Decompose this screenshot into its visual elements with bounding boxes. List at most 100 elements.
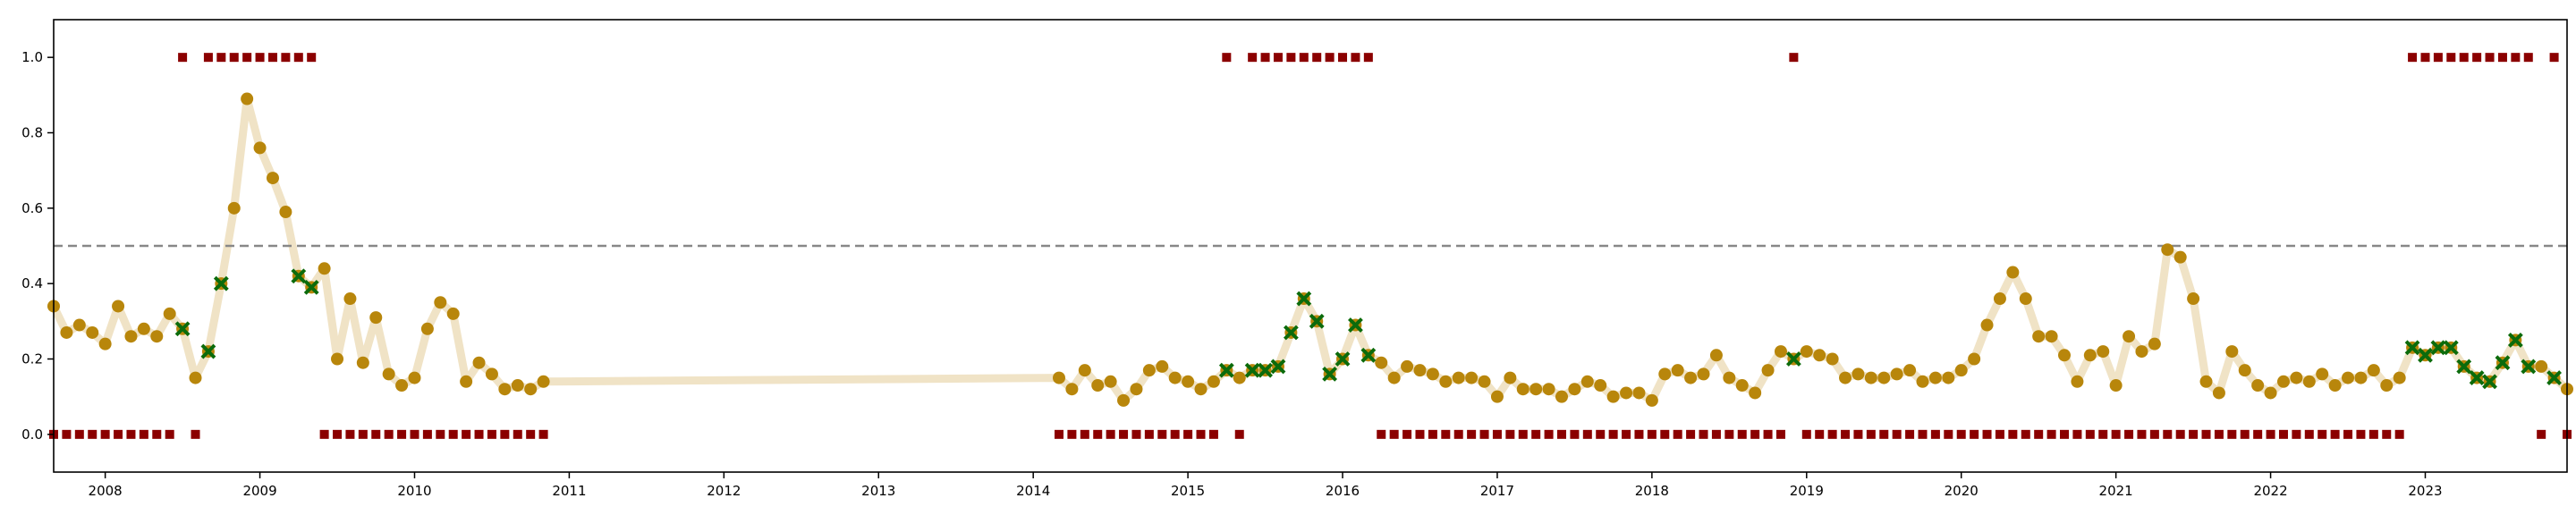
x-tick-label: 2013 xyxy=(861,483,895,499)
label-marker xyxy=(126,429,136,439)
label-marker xyxy=(1544,429,1554,439)
label-marker xyxy=(513,429,522,439)
label-marker xyxy=(1415,429,1425,439)
label-marker xyxy=(1248,53,1258,63)
data-point xyxy=(1749,386,1762,400)
data-point xyxy=(150,330,164,343)
label-marker xyxy=(1067,429,1077,439)
data-point xyxy=(1606,390,1620,403)
label-marker xyxy=(1518,429,1528,439)
label-marker xyxy=(1377,429,1386,439)
label-marker xyxy=(1080,429,1089,439)
flagged-marker-stroke xyxy=(200,343,216,359)
label-marker xyxy=(242,53,252,63)
data-point xyxy=(408,371,421,384)
flagged-marker xyxy=(2495,355,2511,371)
data-point xyxy=(241,92,254,106)
data-point xyxy=(1091,379,1105,393)
label-marker xyxy=(2343,429,2353,439)
x-tick-label: 2016 xyxy=(1326,483,1360,499)
data-point xyxy=(1117,393,1131,407)
flagged-marker xyxy=(2521,359,2537,375)
data-point xyxy=(1401,359,1414,373)
data-point xyxy=(2302,375,2316,388)
label-marker xyxy=(2137,429,2147,439)
flagged-markers-layer xyxy=(174,268,2563,390)
data-point xyxy=(318,262,331,275)
label-marker xyxy=(2227,429,2237,439)
label-marker xyxy=(1428,429,1437,439)
label-marker xyxy=(422,429,432,439)
data-point xyxy=(1530,383,1543,396)
label-marker xyxy=(1441,429,1451,439)
data-point xyxy=(1864,371,1877,384)
flagged-marker xyxy=(2404,340,2420,356)
data-point xyxy=(1156,359,1169,373)
flagged-marker xyxy=(1296,291,1312,307)
data-point xyxy=(266,172,279,185)
data-point xyxy=(2251,379,2265,393)
flagged-marker-stroke xyxy=(2546,370,2563,385)
flagged-marker-stroke xyxy=(1348,317,1363,333)
data-point xyxy=(2019,292,2032,306)
label-marker xyxy=(2537,429,2546,439)
flagged-marker xyxy=(1360,347,1377,363)
label-marker xyxy=(88,429,97,439)
x-tick-label: 2019 xyxy=(1790,483,1824,499)
label-marker xyxy=(1686,429,1696,439)
label-marker xyxy=(1157,429,1167,439)
data-point xyxy=(112,300,125,313)
data-point xyxy=(1684,371,1698,384)
x-tick-label: 2018 xyxy=(1635,483,1669,499)
label-marker xyxy=(165,429,174,439)
data-point xyxy=(1903,364,1917,377)
label-marker xyxy=(1622,429,1631,439)
label-marker xyxy=(2189,429,2199,439)
data-point xyxy=(1632,386,1646,400)
label-marker xyxy=(2240,429,2250,439)
label-marker xyxy=(74,429,84,439)
label-marker xyxy=(1970,429,1979,439)
label-marker xyxy=(229,53,239,63)
data-point xyxy=(1839,371,1852,384)
label-marker xyxy=(1467,429,1477,439)
flagged-marker xyxy=(1348,317,1363,333)
label-marker xyxy=(2060,429,2069,439)
label-marker xyxy=(2368,429,2378,439)
label-marker xyxy=(2304,429,2314,439)
label-marker xyxy=(1389,429,1399,439)
data-point xyxy=(2367,364,2380,377)
flagged-marker xyxy=(2546,370,2563,385)
flagged-marker xyxy=(174,321,191,337)
flagged-marker-stroke xyxy=(1360,347,1377,363)
label-marker xyxy=(526,429,536,439)
data-point xyxy=(1671,364,1684,377)
label-marker xyxy=(436,429,445,439)
label-markers-layer xyxy=(49,53,2572,439)
flagged-marker-stroke xyxy=(2482,374,2497,390)
data-point xyxy=(1942,371,1955,384)
label-marker xyxy=(1582,429,1592,439)
label-marker xyxy=(1801,429,1811,439)
label-marker xyxy=(358,429,368,439)
data-point xyxy=(2006,266,2020,279)
y-tick-label: 0.0 xyxy=(21,426,43,443)
data-point xyxy=(2032,330,2046,343)
data-point xyxy=(1130,383,1143,396)
label-marker xyxy=(1505,429,1515,439)
label-marker xyxy=(1106,429,1115,439)
data-point xyxy=(1658,367,1672,381)
x-tick-label: 2015 xyxy=(1171,483,1205,499)
label-marker xyxy=(487,429,496,439)
data-point xyxy=(2097,345,2110,359)
label-marker xyxy=(1093,429,1103,439)
label-marker xyxy=(500,429,510,439)
label-marker xyxy=(1763,429,1773,439)
label-marker xyxy=(2382,429,2392,439)
data-point xyxy=(1826,352,1839,366)
data-point xyxy=(1594,379,1607,393)
label-marker xyxy=(1982,429,1992,439)
data-point xyxy=(2354,371,2368,384)
data-point xyxy=(1516,383,1530,396)
y-tick-label: 0.8 xyxy=(21,125,43,141)
